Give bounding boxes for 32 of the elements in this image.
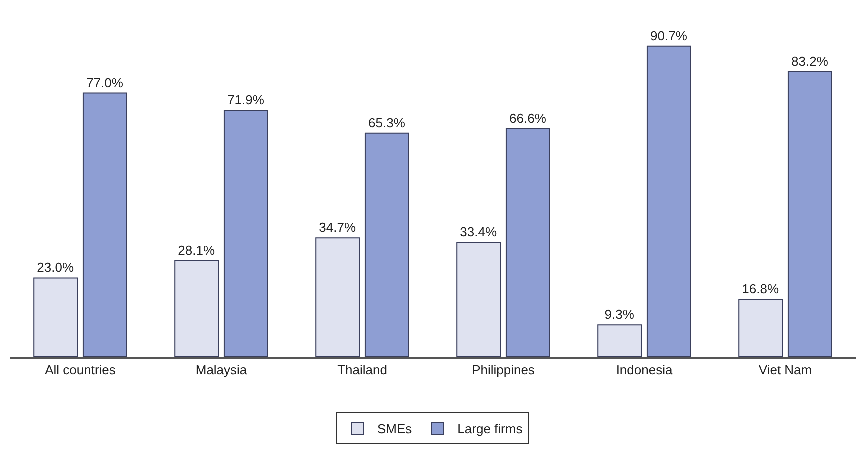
- data-label: 34.7%: [319, 220, 356, 236]
- data-label: 9.3%: [604, 307, 635, 322]
- data-label: 28.1%: [178, 242, 216, 258]
- x-tick-label: Indonesia: [616, 362, 674, 378]
- bar: [174, 260, 220, 357]
- x-tick-label: Viet Nam: [758, 362, 812, 378]
- bar: [316, 238, 360, 357]
- data-label: 33.4%: [460, 224, 498, 240]
- data-label: 71.9%: [228, 92, 265, 108]
- bar: [738, 298, 784, 357]
- bar: [364, 132, 410, 357]
- data-label: 16.8%: [742, 281, 780, 296]
- data-label: 66.6%: [510, 110, 547, 126]
- x-tick-label: Thailand: [338, 362, 388, 378]
- data-label: 90.7%: [650, 28, 688, 44]
- bar: [224, 110, 268, 357]
- x-tick-label: Philippines: [472, 362, 536, 378]
- bar: [34, 278, 78, 357]
- x-tick-label: Malaysia: [196, 362, 248, 378]
- legend-label: SMEs: [378, 422, 413, 437]
- bar: [82, 92, 128, 357]
- bar: [598, 324, 642, 357]
- data-label: 65.3%: [368, 115, 406, 130]
- x-tick-label: All countries: [45, 362, 116, 378]
- bar: [646, 46, 692, 357]
- bar: [456, 242, 502, 357]
- bar: [788, 72, 832, 357]
- bar: [506, 128, 550, 357]
- data-label: 83.2%: [792, 54, 829, 70]
- data-label: 23.0%: [37, 260, 74, 276]
- legend-label: Large firms: [458, 422, 524, 437]
- data-label: 77.0%: [86, 75, 124, 90]
